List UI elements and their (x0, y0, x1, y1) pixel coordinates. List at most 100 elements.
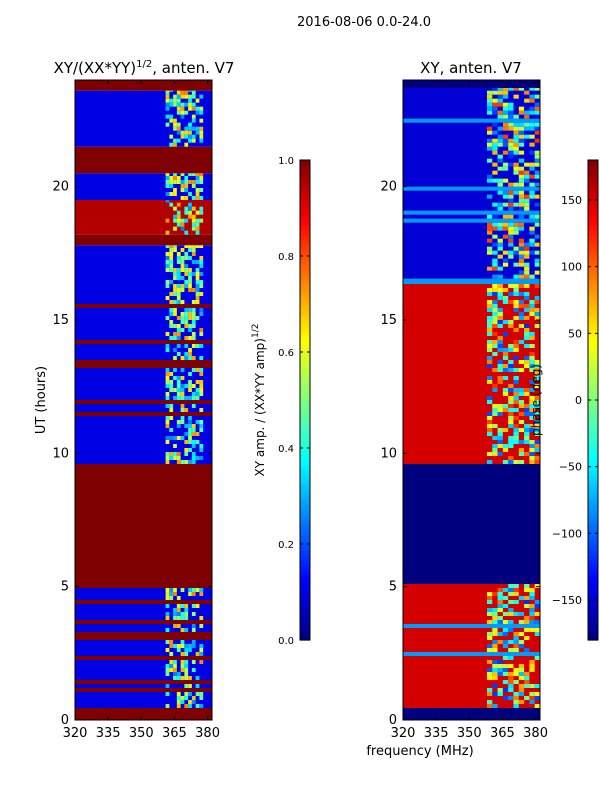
amp-band-cell (184, 604, 189, 608)
amp-band-cell (173, 612, 177, 616)
amp-band-cell (195, 222, 200, 227)
amp-band-cell (169, 408, 174, 412)
amp-band-cell (195, 106, 200, 111)
amp-cbar-tick-label: 0.4 (278, 444, 294, 455)
amp-colorbar-step (300, 230, 310, 236)
phase-band-cell (492, 258, 498, 263)
amp-band-cell (169, 268, 174, 272)
amplitude-colorbar-gradient (300, 160, 310, 641)
phase-band-cell (513, 612, 519, 616)
phase-band-cell (508, 460, 514, 464)
phase-band-cell (529, 616, 535, 620)
phase-band-cell (534, 696, 540, 700)
amp-band-cell (165, 200, 170, 203)
amp-band-cell (173, 173, 177, 176)
phase-band-cell (502, 448, 509, 452)
amp-band-cell (188, 676, 192, 680)
phase-band-cell (492, 320, 498, 324)
amp-band-cell (180, 276, 185, 280)
phase-band-cell (518, 258, 525, 263)
phase-band-cell (492, 384, 498, 388)
phase-band-cell (508, 154, 514, 159)
phase-band-cell (508, 214, 514, 219)
phase-band-cell (518, 88, 525, 91)
amp-band-cell (191, 90, 196, 95)
phase-band-cell (513, 122, 519, 127)
phase-band-cell (534, 460, 540, 464)
phase-band-cell (529, 696, 535, 700)
phase-band-cell (534, 316, 540, 320)
phase-band-cell (502, 110, 509, 115)
amp-band-cell (173, 332, 177, 336)
amp-band-cell (169, 98, 174, 103)
phase-band-cell (508, 226, 514, 231)
phase-band-cell (524, 202, 530, 207)
phase-band-cell (486, 138, 493, 143)
phase-band-cell (508, 696, 514, 700)
amp-band-cell (165, 252, 170, 256)
phase-colorbar-step (588, 570, 598, 576)
amp-band-cell (184, 184, 189, 188)
phase-band-cell (513, 592, 519, 596)
phase-band-cell (529, 628, 535, 632)
amp-colorbar-step (300, 435, 310, 441)
phase-band-cell (502, 194, 509, 199)
amp-colorbar-step (300, 470, 310, 476)
amp-band-cell (176, 388, 181, 392)
phase-colorbar-step (588, 540, 598, 546)
amp-band-cell (169, 176, 174, 180)
amp-band-cell (199, 408, 204, 412)
phase-band-cell (508, 284, 514, 288)
amp-band-cell (180, 312, 185, 316)
amp-band-cell (169, 452, 174, 456)
amp-band-cell (199, 264, 204, 268)
amp-band-cell (188, 700, 192, 704)
amp-band-cell (191, 332, 196, 336)
amp-band-cell (173, 118, 177, 123)
phase-ytick-label: 10 (380, 446, 397, 461)
phase-colorbar-step (588, 520, 598, 526)
phase-band-cell (486, 660, 493, 664)
amp-colorbar-step (300, 220, 310, 226)
amp-band-cell (180, 460, 185, 464)
amp-band-cell (176, 704, 181, 708)
phase-cbar-tick-label: −150 (552, 594, 582, 607)
phase-band-cell (492, 672, 498, 676)
phase-band-cell (502, 300, 509, 304)
amp-band-cell (191, 126, 196, 131)
phase-band-cell (486, 316, 493, 320)
phase-band-cell (492, 408, 498, 412)
amp-band-cell (173, 180, 177, 184)
phase-band-cell (508, 222, 514, 227)
amp-band-cell (165, 416, 170, 420)
amp-band-cell (188, 134, 192, 139)
amp-band-cell (188, 436, 192, 440)
phase-band-cell (513, 700, 519, 704)
phase-band-cell (524, 596, 530, 600)
phase-colorbar-step (588, 160, 598, 166)
amp-band-cell (195, 392, 200, 396)
phase-band-cell (502, 250, 509, 255)
phase-band-cell (492, 90, 498, 95)
amp-band-cell (165, 616, 170, 620)
amp-band-cell (176, 106, 181, 111)
phase-band-cell (497, 246, 503, 251)
phase-band-cell (497, 320, 503, 324)
amp-stripe (75, 620, 212, 624)
amp-band-cell (173, 192, 177, 196)
phase-band-cell (518, 270, 525, 275)
phase-band-cell (492, 444, 498, 448)
amp-band-cell (176, 376, 181, 380)
phase-band-cell (497, 134, 503, 139)
amp-band-cell (184, 210, 189, 215)
amp-band-cell (188, 284, 192, 288)
amp-band-cell (165, 384, 170, 388)
amp-band-cell (195, 98, 200, 103)
phase-colorbar-step (588, 370, 598, 376)
amp-band-cell (173, 396, 177, 400)
phase-band-cell (497, 408, 503, 412)
phase-band-cell (497, 452, 503, 456)
phase-band-cell (513, 432, 519, 436)
amp-band-cell (199, 196, 204, 200)
